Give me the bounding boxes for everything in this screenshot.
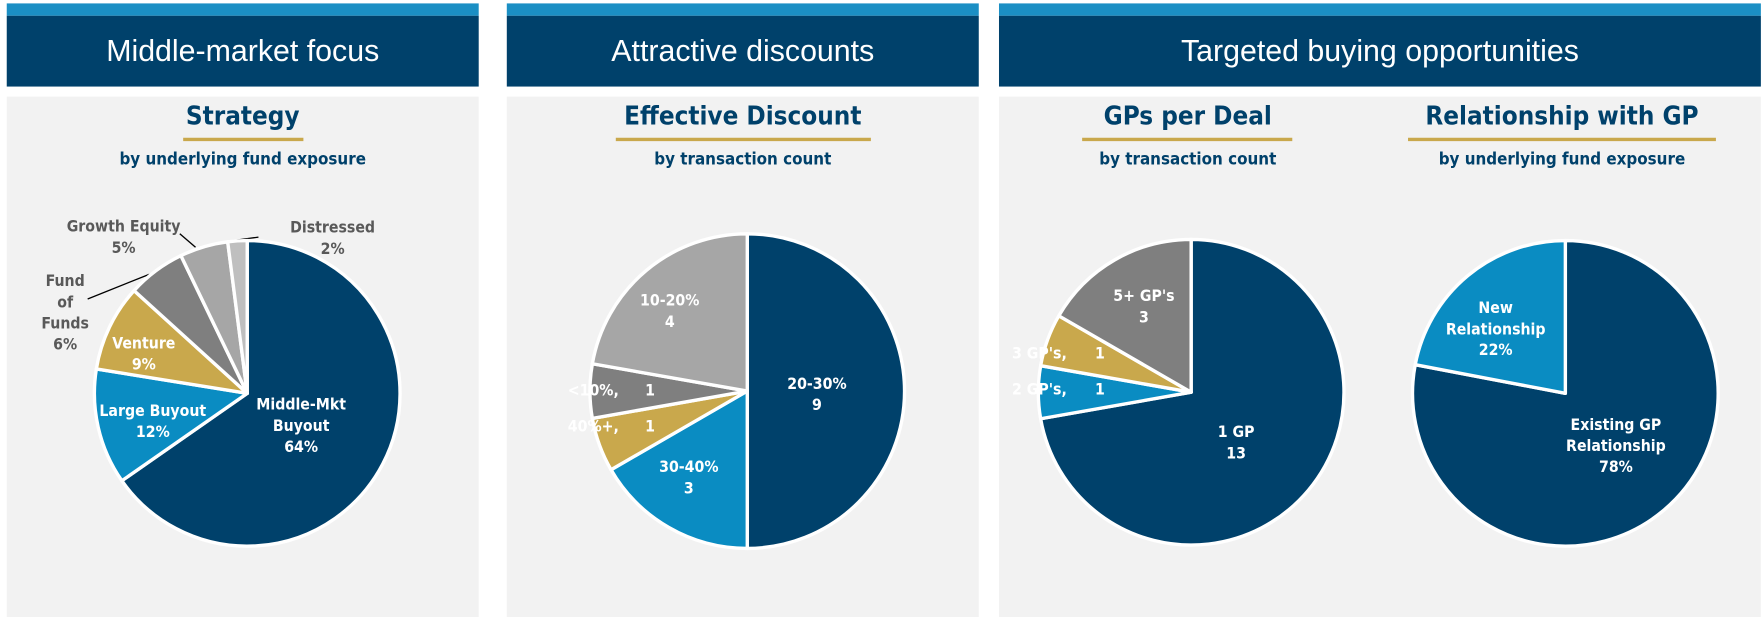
slice-value: 6% xyxy=(53,335,77,354)
slice-label: Distressed xyxy=(290,218,375,237)
chart-subtitle: by underlying fund exposure xyxy=(119,149,366,169)
pie-slice xyxy=(745,232,907,551)
chart-subtitle: by transaction count xyxy=(654,149,831,169)
panel-title: Attractive discounts xyxy=(611,35,874,68)
chart-subtitle: by underlying fund exposure xyxy=(1439,149,1686,169)
panel-title: Targeted buying opportunities xyxy=(1181,35,1579,68)
slice-value: 3 xyxy=(1139,308,1149,327)
slice-label: 2 GP's, xyxy=(1012,379,1067,398)
slice-label: <10%, xyxy=(568,381,619,400)
pie-slice xyxy=(120,238,402,548)
slice-value: 4 xyxy=(665,312,675,331)
header xyxy=(6,15,479,87)
panel-title: Middle-market focus xyxy=(106,35,379,68)
slice-label: Middle-Mkt Buyout xyxy=(256,394,346,434)
slice-value: 9% xyxy=(132,355,156,374)
slice-value: 12% xyxy=(136,422,170,441)
slice-value: 9 xyxy=(812,395,822,414)
slice-label: 3 GP's, xyxy=(1012,344,1067,363)
header-stripe xyxy=(998,3,1761,16)
pie-slice xyxy=(1410,238,1720,548)
slice-label: Fund of Funds xyxy=(41,270,89,332)
pie-slice xyxy=(1413,238,1568,396)
pie-slice xyxy=(1057,237,1193,394)
header-stripe xyxy=(6,3,479,16)
leader-line xyxy=(179,233,196,248)
slice-label: Large Buyout xyxy=(99,401,206,420)
slice-value: 5% xyxy=(112,238,136,257)
slice-value: 22% xyxy=(1479,340,1513,359)
pie-slice xyxy=(590,232,749,393)
chart-subtitle: by transaction count xyxy=(1099,149,1276,169)
slice-label: 30-40% xyxy=(659,457,718,476)
slice-value: 78% xyxy=(1599,457,1633,476)
slice-value: 1 xyxy=(645,381,655,400)
slice-label: 20-30% xyxy=(787,374,846,393)
slice-value: 13 xyxy=(1226,444,1246,463)
chart-title: Strategy xyxy=(186,101,300,131)
slice-label: 10-20% xyxy=(640,291,699,310)
slice-label: 5+ GP's xyxy=(1113,286,1174,305)
pie-slice xyxy=(94,288,249,396)
header-stripe xyxy=(506,3,979,16)
pie-slice xyxy=(225,238,249,396)
pie-slice xyxy=(92,367,249,483)
slice-value: 2% xyxy=(321,239,345,258)
slice-value: 1 xyxy=(1095,379,1105,398)
slice-label: 40%+, xyxy=(568,417,619,436)
slice-value: 1 xyxy=(645,417,655,436)
slice-label: 1 GP xyxy=(1218,422,1255,441)
slice-value: 1 xyxy=(1095,344,1105,363)
chart-title: GPs per Deal xyxy=(1104,101,1272,131)
header xyxy=(506,15,979,87)
leader-line xyxy=(87,273,150,300)
slice-label: Existing GP Relationship xyxy=(1566,414,1666,454)
pie-slice xyxy=(609,389,749,551)
chart-title: Relationship with GP xyxy=(1425,101,1698,131)
slice-label: Growth Equity xyxy=(67,217,181,236)
slice-label: Venture xyxy=(112,333,175,352)
slice-value: 64% xyxy=(284,437,318,456)
slice-value: 3 xyxy=(684,478,694,497)
slice-label: New Relationship xyxy=(1446,297,1546,337)
header xyxy=(998,15,1761,87)
chart-title: Effective Discount xyxy=(624,101,861,131)
